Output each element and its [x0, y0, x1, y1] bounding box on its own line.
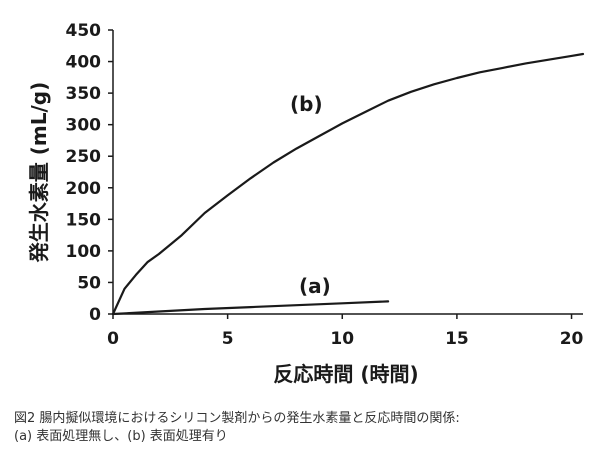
y-tick-label: 400 [66, 53, 102, 73]
figure-caption: 図2 腸内擬似環境におけるシリコン製剤からの発生水素量と反応時間の関係: (a)… [14, 410, 590, 446]
series-layer: (b) (a) [111, 52, 585, 316]
y-tick-label: 50 [77, 273, 101, 293]
series-label: (b) [290, 92, 323, 116]
caption-line-2: (a) 表面処理無し、(b) 表面処理有り [14, 429, 228, 444]
y-tick-label: 300 [66, 116, 102, 136]
y-tick-label: 150 [66, 210, 102, 230]
x-axis-label: 反応時間 (時間) [273, 362, 418, 386]
y-axis-ticks: 0 50 100 150 200 250 300 350 400 450 [66, 21, 113, 325]
series-line [111, 300, 390, 316]
chart-svg: 0 50 100 150 200 250 300 350 400 450 0 5 10 15 20 (b)… [27, 21, 585, 386]
x-tick-label: 10 [330, 329, 354, 349]
y-tick-label: 450 [66, 21, 102, 41]
x-tick-label: 0 [107, 329, 119, 349]
series-label: (a) [299, 274, 331, 298]
caption-line-1: 図2 腸内擬似環境におけるシリコン製剤からの発生水素量と反応時間の関係: [14, 411, 460, 426]
hydrogen-generation-chart: 0 50 100 150 200 250 300 350 400 450 0 5 10 15 20 (b)… [27, 21, 585, 386]
x-axis-ticks: 0 5 10 15 20 [107, 314, 584, 349]
y-tick-label: 350 [66, 84, 102, 104]
y-tick-label: 200 [66, 179, 102, 199]
series-line [111, 52, 585, 316]
x-tick-label: 20 [560, 329, 584, 349]
x-tick-label: 15 [445, 329, 469, 349]
y-axis-label: 発生水素量 (mL/g) [27, 82, 51, 263]
y-tick-label: 0 [89, 305, 101, 325]
x-tick-label: 5 [222, 329, 234, 349]
y-tick-label: 100 [66, 242, 102, 262]
y-tick-label: 250 [66, 147, 102, 167]
